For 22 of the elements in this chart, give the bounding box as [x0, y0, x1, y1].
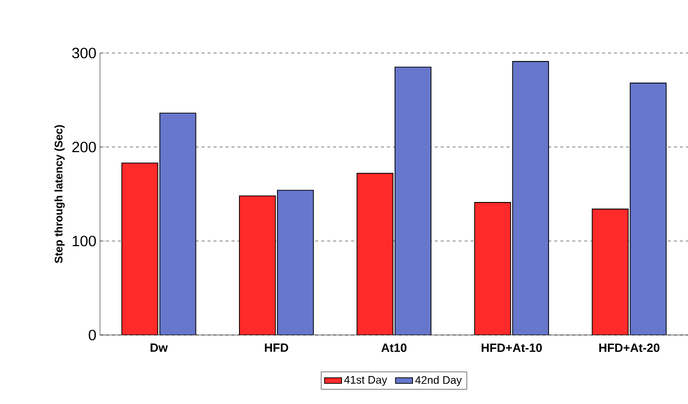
x-tick-label: HFD [264, 344, 288, 352]
x-tick-label: At10 [381, 344, 406, 352]
bar [239, 195, 276, 335]
bar [512, 61, 550, 335]
bar [277, 190, 314, 335]
x-tick-label: HFD+At-20 [599, 344, 660, 352]
x-tick-label: HFD+At-10 [482, 344, 542, 352]
y-tick-label: 300 [72, 48, 96, 58]
bar [394, 66, 432, 335]
bar [356, 172, 394, 335]
y-tick-label: 100 [72, 236, 96, 246]
y-tick-label: 200 [72, 142, 96, 152]
y-axis-title: Step through latency (Sec) [54, 125, 65, 264]
bar [474, 202, 512, 335]
bar [592, 208, 629, 335]
y-tick-label: 0 [88, 330, 96, 340]
bar [159, 112, 196, 335]
bar [121, 162, 158, 335]
bar [630, 82, 667, 335]
legend-label: 41st Day [344, 376, 388, 386]
legend-label: 42nd Day [415, 376, 462, 386]
x-tick-label: Dw [150, 344, 168, 352]
